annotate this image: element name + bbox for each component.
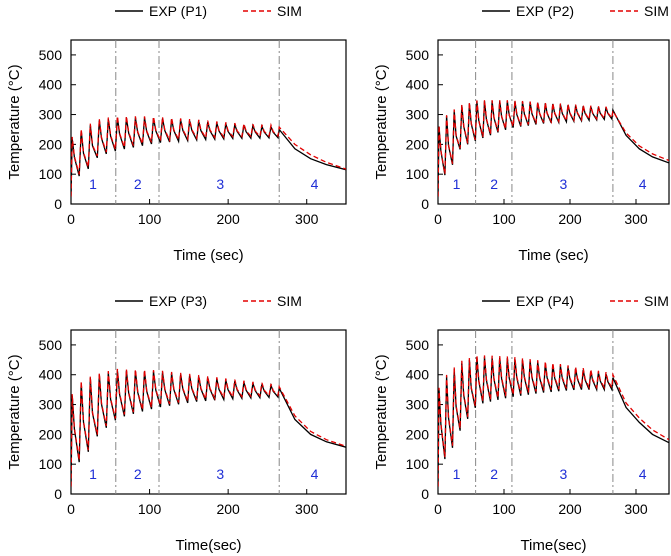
y-tick-label: 500	[406, 47, 430, 63]
phase-label: 4	[311, 466, 319, 482]
phase-label: 1	[453, 466, 461, 482]
phase-label: 4	[311, 176, 319, 192]
sim-series-line	[438, 355, 669, 487]
phase-label: 1	[453, 176, 461, 192]
x-tick-label: 300	[295, 501, 319, 517]
y-tick-label: 200	[406, 136, 430, 152]
phase-label: 4	[639, 176, 647, 192]
chart-panel-p3: 0 100 200 300 400 500 0 100 200 300 Time(sec) Tempe…	[6, 293, 347, 554]
y-tick-label: 0	[421, 486, 429, 502]
phase-label: 3	[560, 176, 568, 192]
plot-area-frame	[437, 39, 670, 205]
y-tick-label: 0	[54, 196, 62, 212]
legend-sim-label: SIM	[644, 293, 669, 309]
exp-series-line	[438, 101, 669, 197]
chart-panel-p1: 0 100 200 300 400 500 0 100 200 300 Time (sec) Temp…	[6, 3, 347, 264]
legend-sim-label: SIM	[644, 3, 669, 19]
phase-label: 2	[490, 176, 498, 192]
legend-exp-label: EXP (P2)	[516, 3, 574, 19]
y-axis-label: Temperature (°C)	[6, 64, 23, 179]
legend-exp-label: EXP (P3)	[149, 293, 207, 309]
legend-exp-label: EXP (P4)	[516, 293, 574, 309]
y-tick-label: 400	[406, 367, 430, 383]
y-tick-label: 200	[39, 136, 63, 152]
phase-label: 3	[560, 466, 568, 482]
y-tick-label: 0	[54, 486, 62, 502]
y-tick-label: 500	[39, 47, 63, 63]
x-tick-label: 300	[295, 211, 319, 227]
x-axis-label: Time (sec)	[173, 247, 243, 264]
x-tick-label: 300	[624, 501, 648, 517]
y-tick-label: 400	[39, 77, 63, 93]
phase-label: 3	[216, 176, 224, 192]
phase-label: 2	[490, 466, 498, 482]
x-axis-label: Time(sec)	[520, 537, 586, 554]
sim-series-line	[71, 116, 346, 197]
y-tick-label: 400	[39, 367, 63, 383]
phase-label: 2	[134, 466, 142, 482]
x-tick-label: 100	[492, 211, 516, 227]
phase-label: 1	[89, 466, 97, 482]
legend-sim-label: SIM	[277, 293, 302, 309]
plot-area-frame	[437, 329, 670, 495]
phase-label: 3	[216, 466, 224, 482]
y-tick-label: 300	[406, 107, 430, 123]
x-tick-label: 100	[492, 501, 516, 517]
y-tick-label: 0	[421, 196, 429, 212]
sim-series-line	[71, 368, 346, 487]
x-axis-label: Time(sec)	[175, 537, 241, 554]
x-tick-label: 200	[216, 211, 240, 227]
plot-area-frame	[70, 329, 347, 495]
y-tick-label: 500	[39, 337, 63, 353]
x-tick-label: 300	[624, 211, 648, 227]
chart-panel-p2: 0 100 200 300 400 500 0 100 200 300 Time (sec) Temp…	[373, 3, 670, 264]
exp-series-line	[71, 370, 346, 487]
y-tick-label: 500	[406, 337, 430, 353]
phase-label: 1	[89, 176, 97, 192]
plot-area-frame	[70, 39, 347, 205]
y-tick-label: 100	[406, 456, 430, 472]
x-axis-label: Time (sec)	[518, 247, 588, 264]
x-tick-label: 200	[558, 211, 582, 227]
y-tick-label: 100	[406, 166, 430, 182]
legend-sim-label: SIM	[277, 3, 302, 19]
y-tick-label: 200	[39, 426, 63, 442]
x-tick-label: 100	[138, 501, 162, 517]
y-axis-label: Temperature (°C)	[373, 354, 390, 469]
x-tick-label: 0	[67, 211, 75, 227]
y-axis-label: Temperature (°C)	[373, 64, 390, 179]
y-tick-label: 400	[406, 77, 430, 93]
legend-exp-label: EXP (P1)	[149, 3, 207, 19]
y-tick-label: 300	[406, 397, 430, 413]
x-tick-label: 200	[216, 501, 240, 517]
y-tick-label: 100	[39, 456, 63, 472]
chart-panel-p4: 0 100 200 300 400 500 0 100 200 300 Time(sec) Tempe…	[373, 293, 670, 554]
x-tick-label: 200	[558, 501, 582, 517]
sim-series-line	[438, 100, 669, 197]
exp-series-line	[438, 357, 669, 487]
y-tick-label: 300	[39, 107, 63, 123]
phase-label: 2	[134, 176, 142, 192]
exp-series-line	[71, 117, 346, 197]
y-tick-label: 300	[39, 397, 63, 413]
x-tick-label: 100	[138, 211, 162, 227]
x-tick-label: 0	[67, 501, 75, 517]
y-axis-label: Temperature (°C)	[6, 354, 23, 469]
phase-label: 4	[639, 466, 647, 482]
x-tick-label: 0	[434, 501, 442, 517]
y-tick-label: 100	[39, 166, 63, 182]
y-tick-label: 200	[406, 426, 430, 442]
x-tick-label: 0	[434, 211, 442, 227]
